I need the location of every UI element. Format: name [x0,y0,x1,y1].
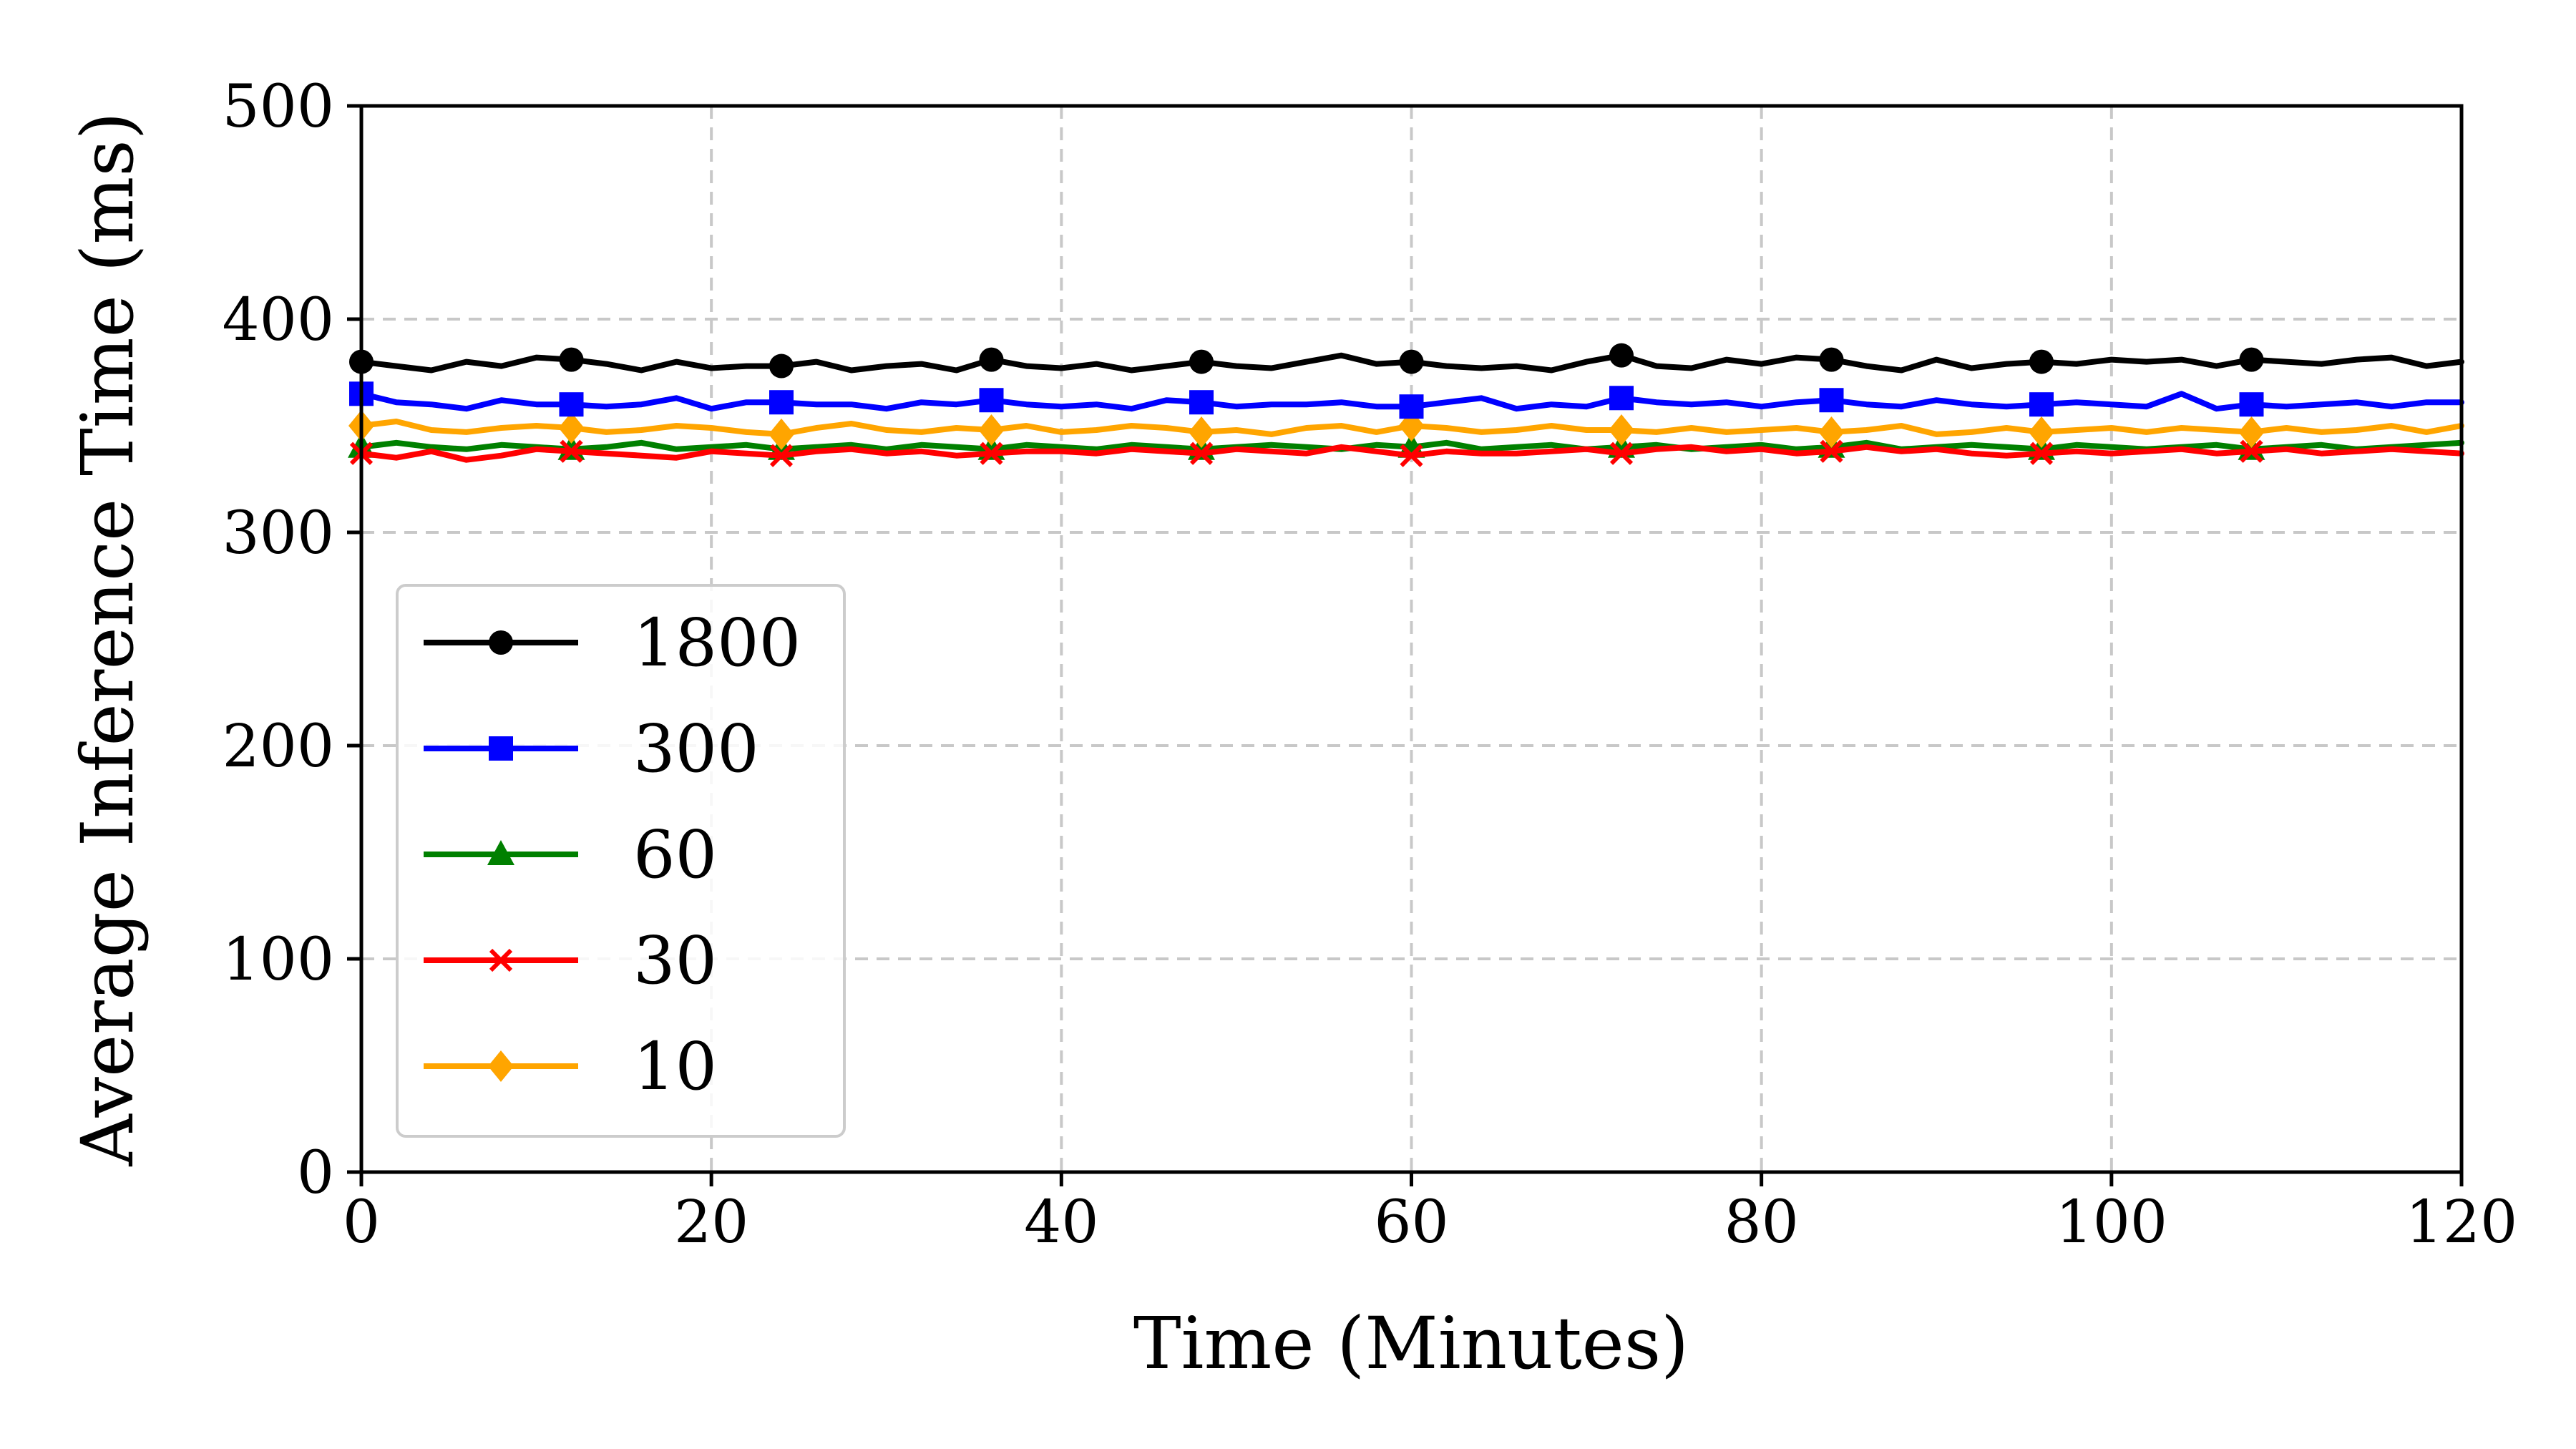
data-point [1189,390,1214,415]
data-point [769,418,794,450]
y-axis-label: Average Inference Time (ms) [66,112,150,1166]
data-point [980,441,1003,465]
legend-box [396,584,846,1138]
data-point [1189,349,1214,374]
data-point [558,411,585,444]
data-point [2029,392,2054,417]
series-10 [348,410,2464,450]
legend: 1800 300 60 30 10 [396,584,846,1138]
axis-ticks: 0 20 40 60 80 100 120 0 100 200 300 400 500 [222,73,2517,1257]
y-tick-label: 100 [222,926,334,994]
legend-marker [487,840,514,865]
data-point [1819,347,1844,372]
data-point [1399,394,1424,419]
legend-label: 10 [633,1028,717,1105]
data-point [979,347,1004,372]
data-point [559,392,584,417]
data-point [1399,349,1424,374]
data-point [1609,441,1634,465]
data-point [1400,444,1423,467]
y-tick-label: 200 [222,713,334,781]
data-point [1609,343,1634,368]
legend-marker [489,948,513,972]
legend-item-1800: 1800 [424,605,801,681]
series-lines [348,343,2464,467]
legend-item-30: 30 [424,922,717,999]
data-point [2238,416,2265,448]
legend-marker [488,1050,514,1082]
x-axis-label: Time (Minutes) [1133,1302,1689,1385]
legend-marker [489,630,513,655]
legend-marker [489,736,513,761]
data-point [1818,416,1845,448]
data-point [1189,441,1214,465]
data-point [1820,439,1843,463]
x-tick-label: 100 [2056,1189,2168,1257]
series-1800 [349,343,2464,379]
y-tick-label: 500 [222,73,334,141]
data-point [769,444,794,467]
data-point [560,439,583,463]
data-point [1189,416,1214,448]
y-tick-label: 300 [222,499,334,567]
data-point [978,414,1005,446]
legend-label: 300 [633,711,759,787]
legend-item-300: 300 [424,711,759,787]
data-point [2029,441,2054,465]
data-point [769,390,794,415]
legend-item-10: 10 [424,1028,717,1105]
data-point [2029,416,2054,448]
data-point [2239,392,2264,417]
x-tick-label: 60 [1374,1189,1448,1257]
series-300 [349,381,2464,419]
data-point [1609,386,1634,411]
legend-label: 30 [633,922,717,999]
legend-item-60: 60 [424,816,717,893]
y-tick-label: 400 [222,286,334,354]
x-tick-label: 0 [343,1189,380,1257]
data-point [2240,439,2263,463]
data-point [559,347,584,372]
y-tick-label: 0 [297,1139,334,1207]
data-point [1609,414,1634,446]
legend-label: 60 [633,816,717,893]
data-point [769,353,794,379]
legend-label: 1800 [633,605,801,681]
x-tick-label: 40 [1024,1189,1098,1257]
x-tick-label: 20 [674,1189,748,1257]
data-point [979,388,1004,413]
x-tick-label: 80 [1724,1189,1798,1257]
data-point [2029,349,2054,374]
data-point [1819,388,1844,413]
series-30 [349,439,2464,467]
x-tick-label: 120 [2406,1189,2518,1257]
data-point [2239,347,2264,372]
